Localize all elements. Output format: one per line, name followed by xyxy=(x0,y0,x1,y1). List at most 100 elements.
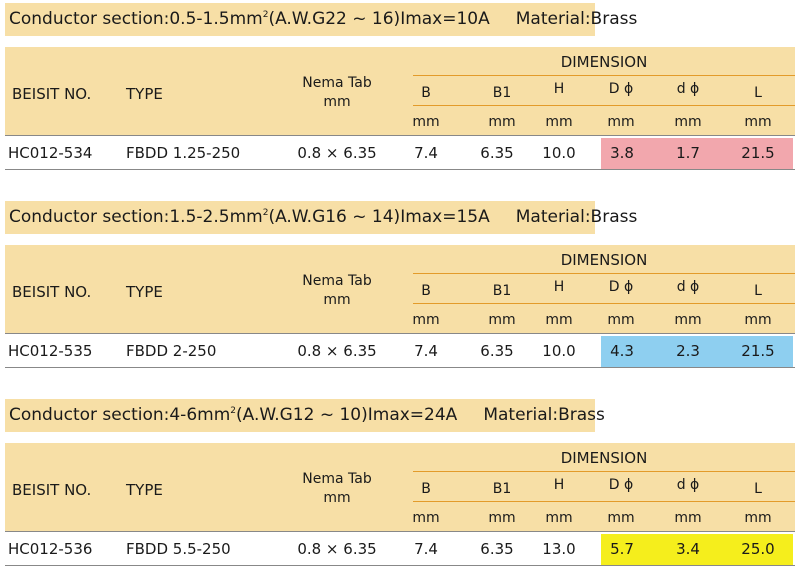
header-l: L xyxy=(754,283,762,299)
header-d: D ϕ xyxy=(608,279,634,295)
cell-d: 5.7 xyxy=(610,540,634,558)
title-superscript: 2 xyxy=(262,10,269,20)
cell-h: 13.0 xyxy=(542,540,576,558)
unit-l: mm xyxy=(744,114,772,130)
header-beisit-no: BEISIT NO. xyxy=(12,283,92,301)
cell-b: 7.4 xyxy=(414,540,438,558)
title-superscript: 2 xyxy=(262,208,269,218)
header-divider-dimension xyxy=(413,471,795,472)
header-divider-units xyxy=(413,105,795,106)
header-divider-dimension xyxy=(413,273,795,274)
cell-d-small: 3.4 xyxy=(676,540,700,558)
dimension-heading: DIMENSION xyxy=(560,449,648,467)
material-label: Material:Brass xyxy=(515,9,638,29)
header-d-small: d ϕ xyxy=(676,477,700,493)
unit-d-small: mm xyxy=(674,510,702,526)
row-top-border xyxy=(5,135,795,136)
header-type: TYPE xyxy=(126,283,163,301)
header-b1: B1 xyxy=(492,481,512,497)
table-header xyxy=(5,443,795,531)
cell-b1: 6.35 xyxy=(480,144,514,162)
header-b: B xyxy=(421,481,431,497)
unit-b1: mm xyxy=(488,312,516,328)
cell-beisit-no: HC012-535 xyxy=(8,342,93,360)
unit-d-small: mm xyxy=(674,312,702,328)
cell-type: FBDD 2-250 xyxy=(126,342,217,360)
header-type: TYPE xyxy=(126,85,163,103)
title-text: Conductor section:1.5-2.5mm xyxy=(9,207,263,227)
title-text: Conductor section:0.5-1.5mm xyxy=(9,9,263,29)
header-nema-unit: mm xyxy=(323,94,351,110)
header-l: L xyxy=(754,85,762,101)
cell-beisit-no: HC012-534 xyxy=(8,144,93,162)
unit-b: mm xyxy=(412,114,440,130)
highlight-cells xyxy=(601,336,793,367)
unit-d: mm xyxy=(607,312,635,328)
header-divider-dimension xyxy=(413,75,795,76)
title-text: Conductor section:4-6mm xyxy=(9,405,231,425)
unit-b1: mm xyxy=(488,510,516,526)
header-b: B xyxy=(421,85,431,101)
cell-b: 7.4 xyxy=(414,342,438,360)
header-h: H xyxy=(553,81,565,97)
unit-b: mm xyxy=(412,510,440,526)
cell-beisit-no: HC012-536 xyxy=(8,540,93,558)
material-label: Material:Brass xyxy=(515,207,638,227)
header-divider-units xyxy=(413,501,795,502)
header-d-small: d ϕ xyxy=(676,81,700,97)
cell-nema-tab: 0.8 × 6.35 xyxy=(297,540,377,558)
header-b1: B1 xyxy=(492,85,512,101)
header-b: B xyxy=(421,283,431,299)
highlight-cells xyxy=(601,534,793,565)
row-top-border xyxy=(5,531,795,532)
cell-nema-tab: 0.8 × 6.35 xyxy=(297,144,377,162)
highlight-cells xyxy=(601,138,793,169)
header-divider-units xyxy=(413,303,795,304)
cell-d-small: 1.7 xyxy=(676,144,700,162)
unit-h: mm xyxy=(545,312,573,328)
section-title: Conductor section:4-6mm2(A.W.G12 ~ 10)Im… xyxy=(5,399,605,432)
header-h: H xyxy=(553,279,565,295)
material-label: Material:Brass xyxy=(483,405,605,425)
header-h: H xyxy=(553,477,565,493)
unit-l: mm xyxy=(744,510,772,526)
cell-l: 21.5 xyxy=(741,342,775,360)
unit-b1: mm xyxy=(488,114,516,130)
cell-d-small: 2.3 xyxy=(676,342,700,360)
cell-type: FBDD 1.25-250 xyxy=(126,144,241,162)
cell-b1: 6.35 xyxy=(480,342,514,360)
cell-nema-tab: 0.8 × 6.35 xyxy=(297,342,377,360)
header-b1: B1 xyxy=(492,283,512,299)
header-d-small: d ϕ xyxy=(676,279,700,295)
title-awg-imax: (A.W.G12 ~ 10)Imax=24A xyxy=(236,405,458,425)
dimension-heading: DIMENSION xyxy=(560,53,648,71)
header-d: D ϕ xyxy=(608,81,634,97)
unit-l: mm xyxy=(744,312,772,328)
table-header xyxy=(5,47,795,135)
cell-d: 3.8 xyxy=(610,144,634,162)
unit-d: mm xyxy=(607,114,635,130)
header-nema-unit: mm xyxy=(323,490,351,506)
header-type: TYPE xyxy=(126,481,163,499)
cell-b1: 6.35 xyxy=(480,540,514,558)
unit-d: mm xyxy=(607,510,635,526)
section-title: Conductor section:0.5-1.5mm2(A.W.G22 ~ 1… xyxy=(5,3,637,36)
cell-b: 7.4 xyxy=(414,144,438,162)
row-top-border xyxy=(5,333,795,334)
header-beisit-no: BEISIT NO. xyxy=(12,85,92,103)
header-nema-unit: mm xyxy=(323,292,351,308)
cell-l: 21.5 xyxy=(741,144,775,162)
unit-d-small: mm xyxy=(674,114,702,130)
header-nema-tab: Nema Tab xyxy=(302,75,372,91)
header-l: L xyxy=(754,481,762,497)
header-d: D ϕ xyxy=(608,477,634,493)
unit-h: mm xyxy=(545,510,573,526)
unit-b: mm xyxy=(412,312,440,328)
cell-h: 10.0 xyxy=(542,342,576,360)
title-superscript: 2 xyxy=(230,406,236,416)
header-beisit-no: BEISIT NO. xyxy=(12,481,92,499)
table-header xyxy=(5,245,795,333)
cell-type: FBDD 5.5-250 xyxy=(126,540,231,558)
cell-d: 4.3 xyxy=(610,342,634,360)
section-title: Conductor section:1.5-2.5mm2(A.W.G16 ~ 1… xyxy=(5,201,637,234)
